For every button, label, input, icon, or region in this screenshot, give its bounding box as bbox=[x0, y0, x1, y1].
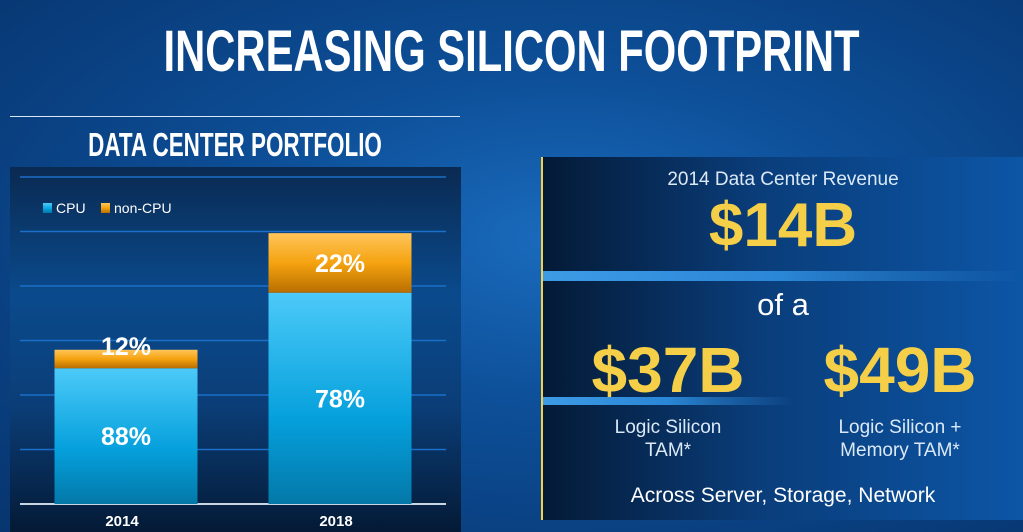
legend-label-cpu: CPU bbox=[56, 200, 86, 216]
slide-title: INCREASING SILICON FOOTPRINT bbox=[163, 19, 860, 84]
stacked-bar-chart: CPU non-CPU 88% 12% 2014 78% 22% 2018 bbox=[20, 176, 446, 530]
bar-non-cpu-2018 bbox=[268, 233, 412, 293]
tam2-label-line1: Logic Silicon + bbox=[838, 417, 962, 438]
data-label-non-cpu-2014: 12% bbox=[101, 333, 151, 361]
tam1-label-line1: Logic Silicon bbox=[614, 417, 722, 438]
tam1-value: $37B bbox=[591, 334, 745, 406]
x-tick-label-2014: 2014 bbox=[105, 513, 139, 530]
bar-cpu-2014 bbox=[54, 368, 198, 504]
accent-line bbox=[541, 157, 543, 520]
data-label-cpu-2018: 78% bbox=[315, 385, 365, 413]
footer-text: Across Server, Storage, Network bbox=[630, 484, 936, 507]
tam1-label: Logic Silicon TAM* bbox=[568, 416, 768, 462]
legend-label-non-cpu: non-CPU bbox=[114, 200, 172, 216]
revenue-label: 2014 Data Center Revenue bbox=[667, 169, 899, 190]
divider bbox=[10, 116, 460, 117]
data-label-cpu-2014: 88% bbox=[101, 423, 151, 451]
tam2-label-line2: Memory TAM* bbox=[840, 440, 960, 461]
revenue-panel bbox=[541, 157, 1023, 520]
divider-band bbox=[543, 271, 1023, 281]
bar-non-cpu-2014 bbox=[54, 349, 198, 369]
legend-swatch-non-cpu bbox=[101, 203, 110, 213]
divider-band bbox=[543, 397, 793, 405]
legend-swatch-cpu bbox=[43, 203, 52, 213]
bar-cpu-2018 bbox=[268, 292, 412, 504]
tam2-label: Logic Silicon + Memory TAM* bbox=[800, 416, 1000, 462]
x-tick-label-2018: 2018 bbox=[319, 513, 352, 530]
tam1-label-line2: TAM* bbox=[644, 440, 692, 461]
connector-text: of a bbox=[757, 287, 809, 322]
tam2-value: $49B bbox=[823, 334, 977, 406]
data-label-non-cpu-2018: 22% bbox=[315, 250, 365, 278]
revenue-value: $14B bbox=[708, 191, 858, 260]
